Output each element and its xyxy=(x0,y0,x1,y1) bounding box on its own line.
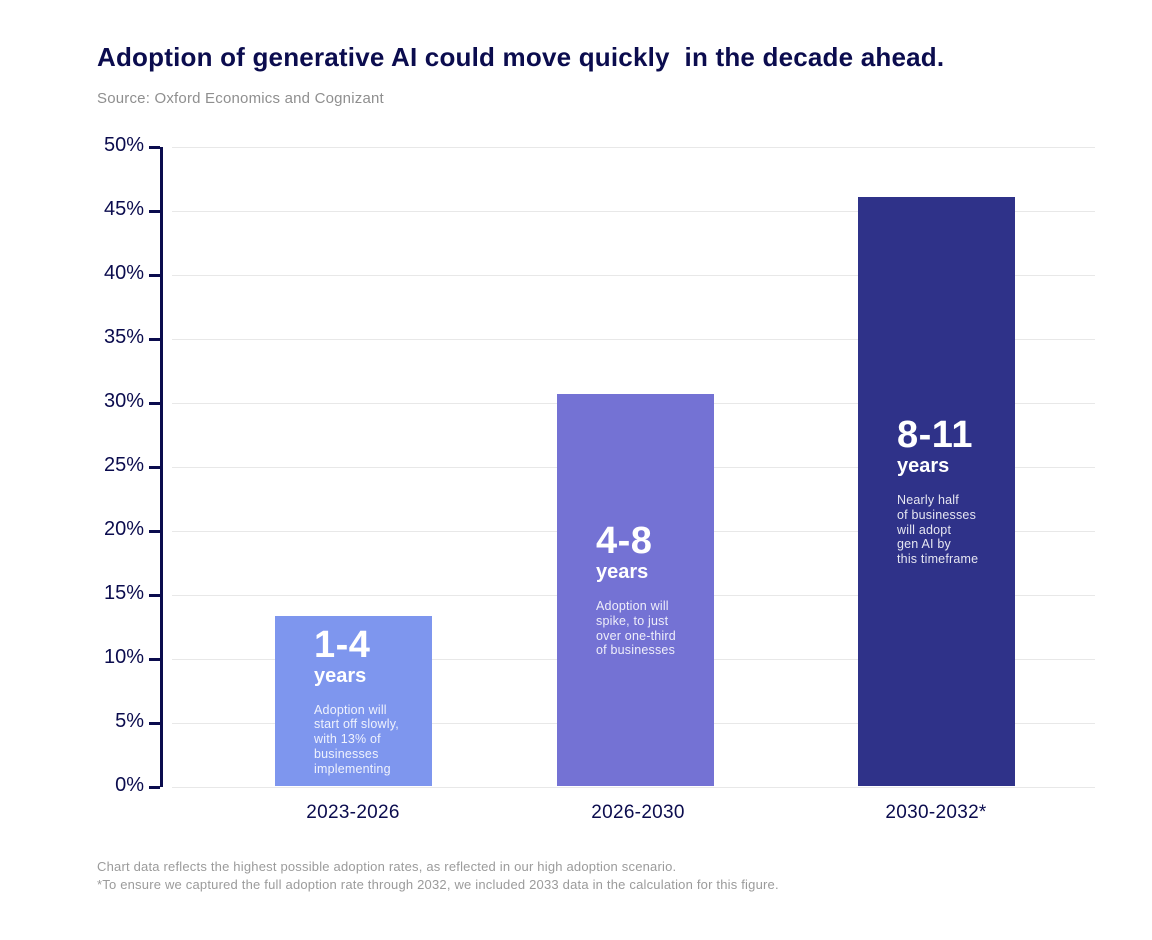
bar-description: Adoption will start off slowly, with 13%… xyxy=(314,702,399,776)
x-axis-labels: 2023-2026 2026-2030 2030-2032* xyxy=(160,802,1105,832)
footnote-line: *To ensure we captured the full adoption… xyxy=(97,876,779,892)
bar-unit-label: years xyxy=(897,455,950,478)
chart-source: Source: Oxford Economics and Cognizant xyxy=(97,90,384,107)
bar-2026-2030: 4-8 years Adoption will spike, to just o… xyxy=(557,394,714,786)
y-axis-line xyxy=(160,147,163,787)
x-axis-label: 2023-2026 xyxy=(306,802,400,823)
bar-range-label: 4-8 xyxy=(596,520,653,563)
tick-mark xyxy=(149,658,160,661)
bar-description: Adoption will spike, to just over one-th… xyxy=(596,599,676,658)
tick-mark xyxy=(149,338,160,341)
bar-description: Nearly half of businesses will adopt gen… xyxy=(897,493,979,567)
bar-unit-label: years xyxy=(314,664,367,687)
y-axis-label: 35% xyxy=(103,326,144,348)
gridline xyxy=(172,147,1095,148)
bar-2023-2026: 1-4 years Adoption will start off slowly… xyxy=(275,615,432,786)
bar-range-label: 1-4 xyxy=(314,623,371,666)
y-axis-label: 30% xyxy=(103,390,144,412)
y-axis-label: 5% xyxy=(115,710,144,732)
gridline xyxy=(172,211,1095,212)
tick-mark xyxy=(149,530,160,533)
gridline xyxy=(172,787,1095,788)
y-axis-label: 45% xyxy=(103,198,144,220)
y-axis-label: 10% xyxy=(103,646,144,668)
chart-title: Adoption of generative AI could move qui… xyxy=(97,42,945,72)
gridline xyxy=(172,339,1095,340)
y-axis-label: 0% xyxy=(115,774,144,796)
x-axis-label: 2026-2030 xyxy=(591,802,685,823)
tick-mark xyxy=(149,466,160,469)
tick-mark xyxy=(149,146,160,149)
bar-2030-2032: 8-11 years Nearly half of businesses wil… xyxy=(858,197,1015,786)
x-axis-label: 2030-2032* xyxy=(885,802,987,823)
y-axis-label: 15% xyxy=(103,582,144,604)
tick-mark xyxy=(149,722,160,725)
tick-mark xyxy=(149,274,160,277)
tick-mark xyxy=(149,402,160,405)
tick-mark xyxy=(149,210,160,213)
y-axis-label: 25% xyxy=(103,454,144,476)
y-axis-label: 20% xyxy=(103,518,144,540)
y-axis-label: 50% xyxy=(103,134,144,156)
plot-area: 50% 45% 40% 35% 30% 25% 20% 15% 10% 5% 0… xyxy=(104,134,1105,796)
footnote-line: Chart data reflects the highest possible… xyxy=(97,859,677,874)
bar-unit-label: years xyxy=(596,561,649,584)
bar-range-label: 8-11 xyxy=(897,414,973,457)
tick-mark xyxy=(149,786,160,789)
tick-mark xyxy=(149,594,160,597)
footnotes: Chart data reflects the highest possible… xyxy=(97,858,779,893)
y-axis-label: 40% xyxy=(103,262,144,284)
gridline xyxy=(172,275,1095,276)
